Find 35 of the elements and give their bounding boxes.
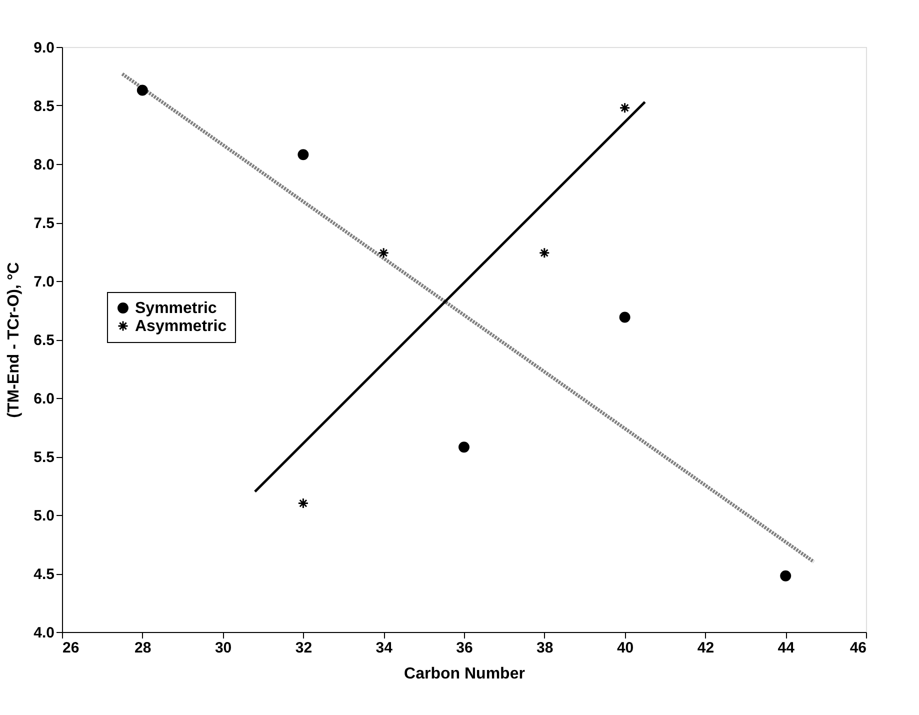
x-tick-label: 44 — [778, 640, 796, 656]
point — [378, 247, 390, 258]
y-tick-label: 7.5 — [34, 215, 54, 232]
x-tick-label: 46 — [850, 640, 866, 656]
y-tick-label: 4.0 — [34, 624, 54, 642]
y-tick-label: 8.5 — [34, 98, 54, 115]
point — [780, 570, 792, 582]
x-tick-label: 26 — [62, 640, 80, 656]
y-tick-label: 6.5 — [34, 332, 54, 349]
point — [298, 498, 309, 509]
y-tick-label: 6.0 — [34, 390, 54, 408]
legend-label: Symmetric — [135, 300, 217, 317]
x-tick-label: 42 — [697, 640, 714, 656]
point — [136, 84, 148, 96]
y-axis-title: (TM-End - TCr-O), °C — [6, 262, 23, 418]
y-tick-label: 4.5 — [34, 566, 54, 583]
point — [619, 102, 630, 114]
x-tick-label: 36 — [456, 640, 473, 656]
point — [458, 442, 470, 453]
y-tick-label: 7.0 — [34, 274, 54, 290]
x-tick-label: 38 — [536, 640, 554, 656]
y-tick-label: 8.0 — [34, 156, 54, 174]
x-tick-label: 32 — [295, 640, 312, 656]
x-tick-label: 34 — [376, 640, 394, 656]
x-tick-label: 40 — [616, 640, 634, 656]
x-tick-label: 28 — [134, 640, 152, 656]
y-tick-label: 5.5 — [34, 449, 54, 466]
x-tick-label: 30 — [214, 640, 232, 656]
point — [298, 149, 309, 160]
y-tick-label: 5.0 — [34, 508, 54, 524]
legend-label: Asymmetric — [135, 318, 227, 335]
y-tick-label: 9.0 — [34, 40, 54, 56]
point — [538, 247, 550, 258]
point — [619, 312, 630, 323]
x-axis-title: Carbon Number — [404, 666, 525, 682]
